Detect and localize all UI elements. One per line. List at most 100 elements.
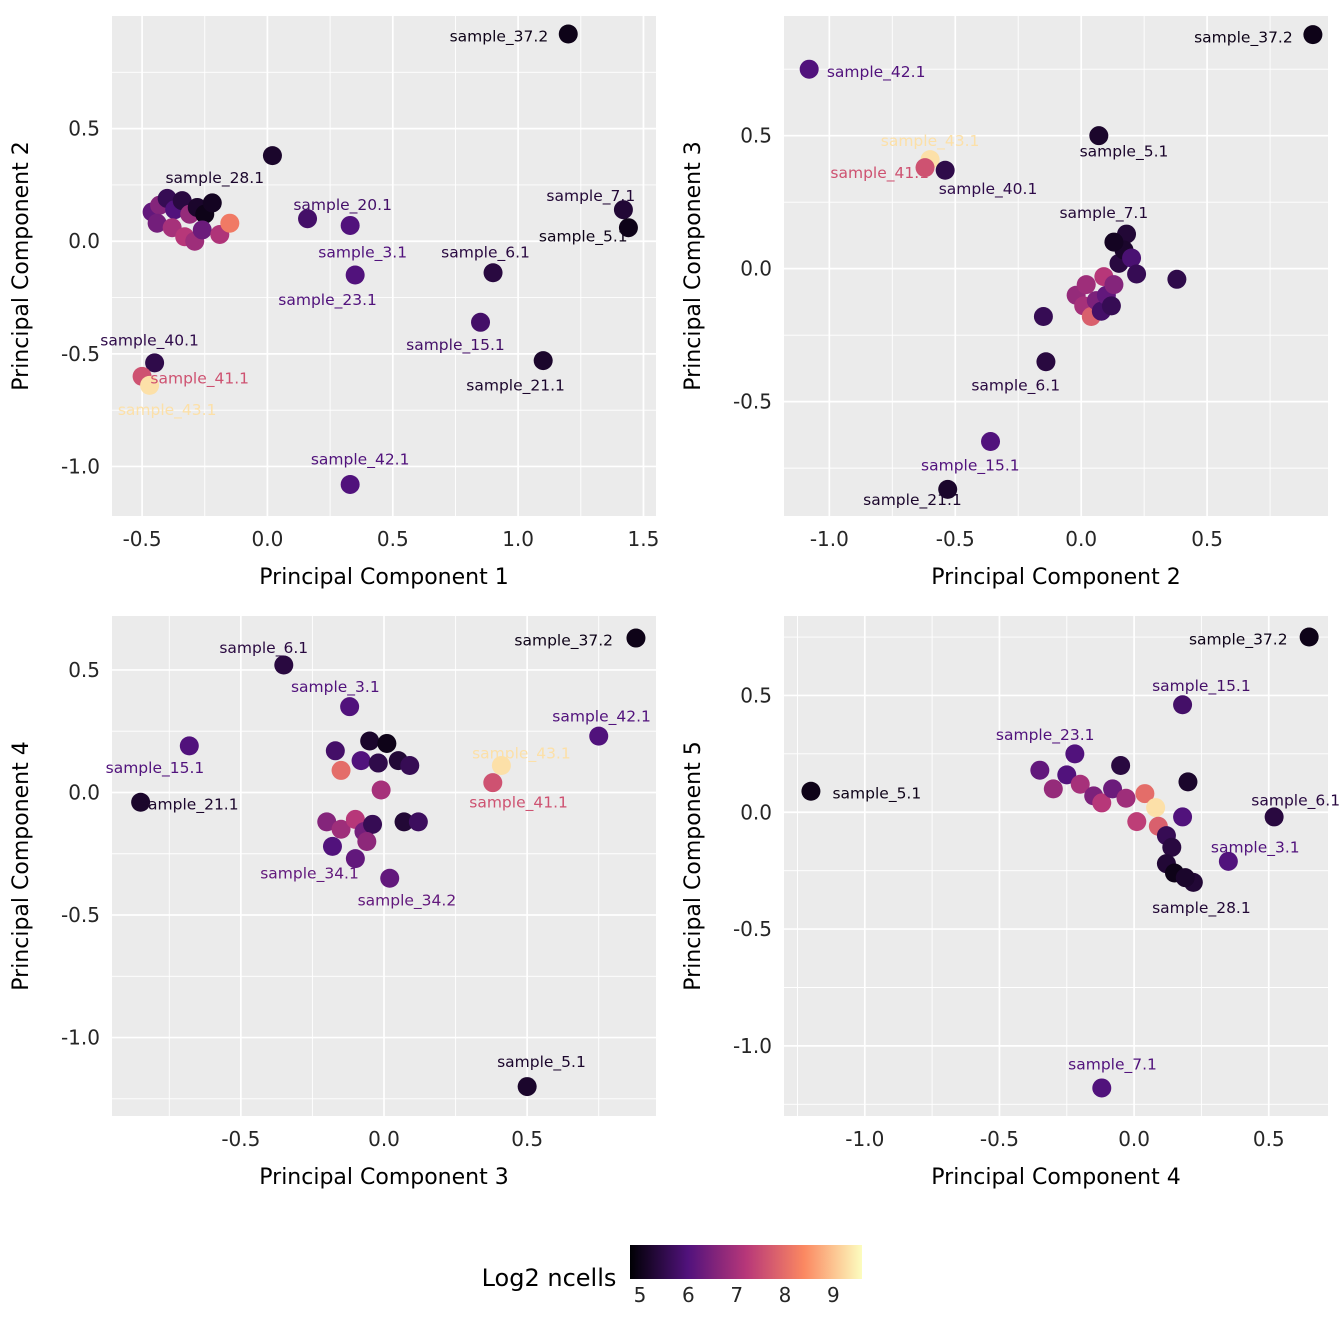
data-point bbox=[517, 1077, 537, 1097]
point-label: sample_5.1 bbox=[832, 785, 921, 804]
data-point bbox=[192, 220, 212, 240]
y-axis-title: Principal Component 3 bbox=[681, 141, 706, 390]
plot-background bbox=[784, 616, 1328, 1116]
point-label: sample_41.1 bbox=[830, 164, 929, 183]
data-point bbox=[626, 628, 646, 648]
y-axis-title: Principal Component 4 bbox=[9, 741, 34, 990]
point-label: sample_37.2 bbox=[1194, 28, 1293, 47]
data-point bbox=[1103, 779, 1123, 799]
point-label: sample_3.1 bbox=[1211, 838, 1300, 857]
data-point bbox=[345, 849, 365, 869]
x-tick-label: 0.5 bbox=[1191, 527, 1223, 551]
point-label: sample_41.1 bbox=[469, 793, 568, 812]
point-label: sample_34.2 bbox=[358, 891, 457, 910]
data-point bbox=[1033, 307, 1053, 327]
point-label: sample_21.1 bbox=[466, 376, 565, 395]
x-tick-label: -0.5 bbox=[221, 1127, 260, 1151]
y-tick-label: -0.5 bbox=[61, 342, 100, 366]
data-point bbox=[1167, 269, 1187, 289]
x-tick-label: 1.0 bbox=[502, 527, 534, 551]
y-tick-label: 0.0 bbox=[740, 257, 772, 281]
data-point bbox=[1076, 275, 1096, 295]
data-point bbox=[147, 213, 167, 233]
point-label: sample_6.1 bbox=[441, 243, 530, 262]
x-axis-title: Principal Component 3 bbox=[259, 1165, 508, 1190]
data-point bbox=[1089, 126, 1109, 146]
point-label: sample_28.1 bbox=[165, 169, 264, 188]
point-label: sample_7.1 bbox=[1059, 204, 1148, 223]
data-point bbox=[1135, 784, 1155, 804]
data-point bbox=[1043, 779, 1063, 799]
scatter-chart-pc4-pc5: -1.0 -0.5 0.0 0.5 -1.0 -0.5 0.0 0.5 Principal Co… bbox=[681, 616, 1340, 1190]
data-point bbox=[801, 781, 821, 801]
x-tick-label: 0.0 bbox=[1065, 527, 1097, 551]
y-tick-label: -0.5 bbox=[733, 917, 772, 941]
data-point bbox=[331, 760, 351, 780]
data-point bbox=[1303, 25, 1323, 45]
x-tick-label: 0.5 bbox=[1253, 1127, 1285, 1151]
point-label: sample_41.1 bbox=[150, 370, 249, 389]
y-tick-label: -0.5 bbox=[733, 390, 772, 414]
data-point bbox=[1057, 765, 1077, 785]
colorbar-title: Log2 ncells bbox=[481, 1264, 617, 1292]
data-point bbox=[1092, 793, 1112, 813]
data-point bbox=[145, 353, 165, 373]
colorbar-wrap: 5 6 7 8 9 bbox=[630, 1237, 863, 1307]
point-label: sample_5.1 bbox=[539, 228, 628, 247]
data-point bbox=[363, 814, 383, 834]
data-point bbox=[618, 218, 638, 238]
point-label: sample_23.1 bbox=[996, 726, 1095, 745]
y-axis-title: Principal Component 5 bbox=[681, 741, 706, 990]
data-point bbox=[1178, 772, 1198, 792]
data-point bbox=[935, 160, 955, 180]
data-point bbox=[262, 146, 282, 166]
data-point bbox=[325, 741, 345, 761]
y-tick-label: 0.5 bbox=[740, 683, 772, 707]
y-tick-label: 0.0 bbox=[740, 800, 772, 824]
plot-background bbox=[784, 16, 1328, 516]
y-tick-label: 0.5 bbox=[68, 658, 100, 682]
y-axis-title: Principal Component 2 bbox=[9, 141, 34, 390]
data-point bbox=[1101, 296, 1121, 316]
data-point bbox=[394, 812, 414, 832]
x-tick-label: 0.0 bbox=[368, 1127, 400, 1151]
colorbar-tick-label: 8 bbox=[778, 1283, 792, 1307]
data-point bbox=[202, 193, 222, 213]
colorbar-tick-label: 9 bbox=[827, 1283, 840, 1307]
point-label: sample_5.1 bbox=[497, 1053, 586, 1072]
data-point bbox=[1218, 851, 1238, 871]
data-point bbox=[483, 773, 503, 793]
data-point bbox=[408, 812, 428, 832]
data-point bbox=[1146, 798, 1166, 818]
data-point bbox=[1104, 232, 1124, 252]
data-point bbox=[357, 831, 377, 851]
point-label: sample_40.1 bbox=[100, 331, 199, 350]
point-label: sample_40.1 bbox=[939, 180, 1038, 199]
data-point bbox=[380, 868, 400, 888]
data-point bbox=[483, 263, 503, 283]
x-tick-label: 0.0 bbox=[1118, 1127, 1150, 1151]
scatter-chart-pc1-pc2: -0.5 0.0 0.5 1.0 1.5 -1.0 -0.5 0.0 0.5 Principal … bbox=[9, 16, 659, 590]
point-label: sample_34.1 bbox=[260, 864, 359, 883]
data-point bbox=[1162, 837, 1182, 857]
data-point bbox=[340, 697, 360, 717]
y-tick-label: -1.0 bbox=[733, 1034, 772, 1058]
point-label: sample_6.1 bbox=[219, 639, 308, 658]
data-point bbox=[981, 432, 1001, 452]
data-point bbox=[1092, 1078, 1112, 1098]
point-label: sample_6.1 bbox=[1251, 792, 1340, 811]
point-label: sample_28.1 bbox=[1152, 899, 1251, 918]
data-point bbox=[1127, 264, 1147, 284]
data-point bbox=[491, 756, 511, 776]
scatter-chart-pc2-pc3: -1.0 -0.5 0.0 0.5 -0.5 0.0 0.5 Principal Compon… bbox=[681, 16, 1328, 590]
point-label: sample_42.1 bbox=[552, 707, 651, 726]
data-point bbox=[220, 213, 240, 233]
data-point bbox=[131, 792, 151, 812]
colorbar-tick-label: 6 bbox=[682, 1283, 695, 1307]
data-point bbox=[340, 474, 360, 494]
point-label: sample_21.1 bbox=[140, 796, 239, 815]
data-point bbox=[1175, 868, 1195, 888]
data-point bbox=[915, 158, 935, 178]
point-label: sample_15.1 bbox=[1152, 677, 1251, 696]
data-point bbox=[1036, 352, 1056, 372]
